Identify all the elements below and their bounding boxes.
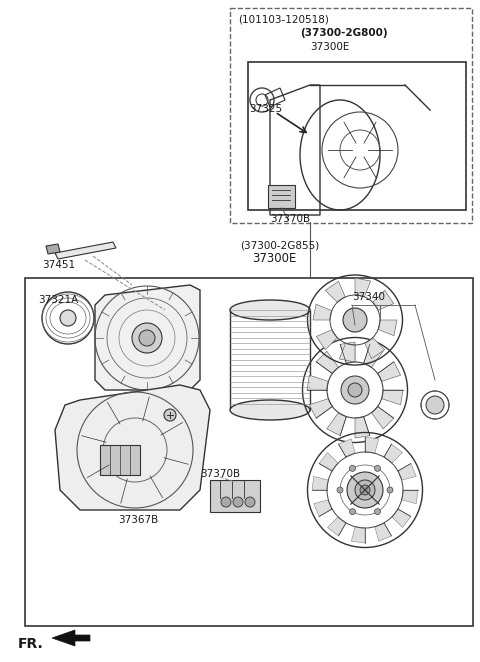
Circle shape [343, 308, 367, 332]
Circle shape [348, 383, 362, 397]
Text: 37300E: 37300E [252, 252, 296, 265]
Polygon shape [378, 362, 401, 381]
Polygon shape [316, 330, 337, 350]
Circle shape [245, 497, 255, 507]
Circle shape [355, 480, 375, 500]
Text: 37340: 37340 [352, 292, 385, 302]
Circle shape [337, 487, 343, 493]
Polygon shape [316, 351, 338, 373]
Circle shape [426, 396, 444, 414]
Text: 37325: 37325 [249, 104, 282, 114]
Circle shape [347, 472, 383, 508]
Polygon shape [55, 242, 116, 259]
Text: 37367B: 37367B [118, 515, 158, 525]
Polygon shape [46, 244, 60, 254]
Text: 37451: 37451 [42, 260, 75, 270]
Circle shape [233, 497, 243, 507]
Polygon shape [268, 185, 295, 208]
Polygon shape [338, 439, 355, 457]
Text: 37300E: 37300E [310, 42, 349, 52]
Polygon shape [314, 500, 332, 516]
Polygon shape [392, 509, 411, 528]
Polygon shape [327, 412, 347, 436]
Text: 37370B: 37370B [200, 469, 240, 479]
Circle shape [341, 376, 369, 404]
Circle shape [387, 487, 393, 493]
Polygon shape [307, 375, 328, 390]
Polygon shape [365, 338, 384, 359]
Polygon shape [365, 437, 379, 453]
Ellipse shape [230, 300, 310, 320]
Polygon shape [319, 453, 338, 471]
Polygon shape [384, 444, 402, 463]
Bar [25, 278, 473, 626]
Circle shape [374, 465, 381, 471]
Polygon shape [325, 281, 345, 303]
Polygon shape [55, 385, 210, 510]
Text: (37300-2G800): (37300-2G800) [300, 28, 388, 38]
Polygon shape [375, 523, 392, 542]
Circle shape [221, 497, 231, 507]
Circle shape [164, 409, 176, 421]
Text: (101103-120518): (101103-120518) [238, 14, 329, 24]
Text: 37370B: 37370B [270, 214, 310, 224]
Polygon shape [378, 320, 397, 336]
Polygon shape [398, 463, 416, 480]
Polygon shape [312, 476, 328, 490]
Circle shape [139, 330, 155, 346]
Bar [100, 445, 140, 475]
Polygon shape [372, 406, 394, 429]
Bar [230, 310, 310, 410]
Bar [230, 8, 472, 223]
Circle shape [60, 310, 76, 326]
Bar [248, 62, 466, 210]
Text: 37321A: 37321A [38, 295, 78, 305]
Polygon shape [52, 630, 90, 646]
Polygon shape [364, 344, 383, 367]
Circle shape [349, 508, 356, 514]
Polygon shape [372, 291, 394, 310]
Circle shape [360, 485, 370, 495]
Polygon shape [355, 278, 371, 297]
Bar [210, 480, 260, 512]
Polygon shape [313, 305, 332, 320]
Polygon shape [351, 527, 365, 543]
Circle shape [374, 508, 381, 514]
Ellipse shape [230, 400, 310, 420]
Polygon shape [382, 390, 403, 405]
Polygon shape [339, 343, 355, 362]
Polygon shape [402, 490, 418, 504]
Polygon shape [327, 517, 346, 536]
Polygon shape [309, 399, 332, 418]
Text: (37300-2G855): (37300-2G855) [240, 240, 319, 250]
Polygon shape [340, 342, 355, 363]
Polygon shape [95, 285, 200, 390]
Polygon shape [355, 416, 370, 438]
Text: FR.: FR. [18, 637, 44, 651]
Circle shape [132, 323, 162, 353]
Circle shape [349, 465, 356, 471]
